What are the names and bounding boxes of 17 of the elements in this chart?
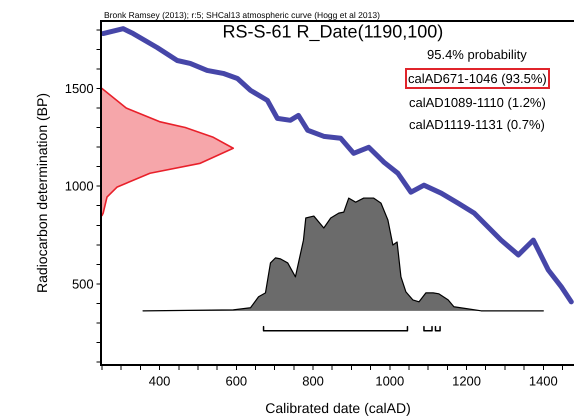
y-tick-label: 1000 xyxy=(64,178,94,194)
x-tick-label: 400 xyxy=(148,373,170,388)
x-tick-label: 1400 xyxy=(528,373,558,388)
chart-title: RS-S-61 R_Date(1190,100) xyxy=(222,22,444,42)
y-axis-title: Radiocarbon determination (BP) xyxy=(34,93,50,293)
annotation: calAD1119-1131 (0.7%) xyxy=(409,117,545,132)
text: Bronk Ramsey (2013); r:5; SHCal13 atmospheric curve (Hogg et al 2013) xyxy=(104,10,380,20)
x-tick-label: 600 xyxy=(225,373,248,388)
annotation: 95.4% probability xyxy=(427,47,528,62)
x-tick-label: 1200 xyxy=(452,373,482,388)
annotation: calAD1089-1110 (1.2%) xyxy=(409,95,546,110)
x-tick-label: 1000 xyxy=(375,373,404,388)
y-tick-label: 500 xyxy=(72,276,94,292)
annotation: calAD671-1046 (93.5%) xyxy=(408,71,547,86)
y-tick-label: 1500 xyxy=(64,81,94,96)
x-axis-title: Calibrated date (calAD) xyxy=(265,400,411,416)
x-tick-label: 800 xyxy=(302,373,324,388)
